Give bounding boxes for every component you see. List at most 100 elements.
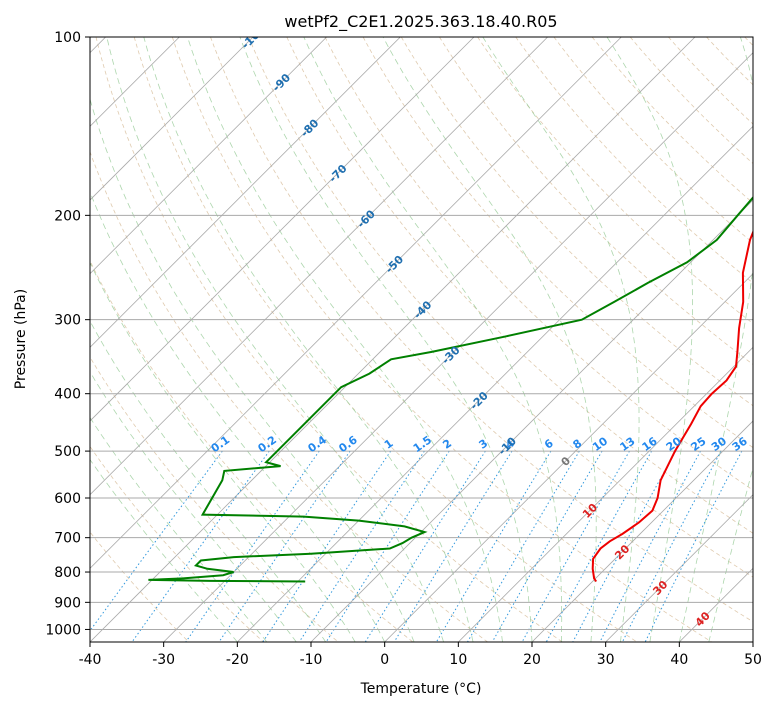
dry-adiabat	[324, 37, 753, 491]
moist-adiabat	[90, 320, 327, 642]
isotherm	[458, 346, 753, 642]
temperature-trace	[591, 229, 753, 583]
isotherm	[90, 37, 475, 422]
isotherm	[605, 494, 753, 642]
mixing-ratio-line	[599, 450, 701, 642]
moist-adiabat	[106, 37, 444, 642]
moist-adiabat	[187, 37, 503, 642]
y-tick-label: 300	[54, 313, 81, 329]
isotherm	[752, 641, 753, 642]
mixing-ratio-line	[521, 450, 630, 642]
dry-adiabat	[133, 37, 638, 642]
isotherm-label: -70	[326, 162, 349, 185]
y-tick-label: 900	[54, 595, 81, 611]
dry-adiabat	[90, 259, 414, 642]
plot-lines	[90, 37, 753, 642]
x-tick-label: 10	[449, 652, 467, 668]
y-tick-label: 600	[54, 491, 81, 507]
isotherm	[90, 37, 254, 201]
isotherm	[90, 37, 327, 275]
x-tick-label: 20	[523, 652, 541, 668]
mixing-ratio-line	[545, 450, 653, 642]
dry-adiabat	[591, 37, 753, 204]
isotherm-label: 0	[559, 454, 574, 469]
moist-adiabat	[90, 416, 268, 642]
mixing-ratio-label: 0.4	[306, 433, 330, 455]
dry-adiabat	[553, 37, 753, 244]
mixing-ratio-line	[185, 450, 320, 642]
moist-adiabat	[708, 466, 753, 642]
moist-adiabat	[90, 261, 356, 642]
moist-adiabat	[90, 371, 297, 642]
dry-adiabat	[90, 531, 190, 642]
y-tick-label: 400	[54, 387, 81, 403]
dry-adiabat	[744, 37, 753, 47]
mixing-ratio-line	[572, 450, 677, 642]
isotherm-label: -10	[496, 434, 519, 457]
y-tick-label: 1000	[45, 622, 81, 638]
axis-ticks: -40 -30 -20 -10 0 10 20 30 40 5010020030040050060…	[45, 30, 762, 668]
isotherm-label: -50	[383, 253, 406, 276]
isotherm	[90, 37, 401, 348]
dry-adiabat	[171, 37, 712, 642]
dry-adiabat	[439, 37, 753, 365]
dry-adiabat	[286, 37, 753, 534]
dry-adiabat	[90, 356, 339, 642]
moist-adiabat	[143, 37, 474, 642]
dewpoint-trace	[148, 196, 753, 583]
moist-adiabat	[382, 37, 597, 642]
y-tick-label: 100	[54, 30, 81, 46]
moist-adiabat	[303, 37, 563, 642]
mixing-ratio-label: 0.6	[336, 433, 360, 455]
x-tick-label: 50	[744, 652, 762, 668]
mixing-ratio-line	[393, 450, 513, 642]
moist-adiabat	[90, 458, 238, 642]
isotherm-label: -40	[411, 298, 434, 321]
mixing-ratio-label: 0.1	[209, 433, 232, 455]
mixing-ratio-line	[262, 450, 392, 642]
x-tick-label: 40	[670, 652, 688, 668]
x-tick-label: 30	[597, 652, 615, 668]
dry-adiabat	[90, 445, 264, 642]
isotherm-label: 20	[612, 542, 632, 562]
isotherm-label: -60	[355, 207, 378, 230]
y-tick-label: 700	[54, 531, 81, 547]
mixing-ratio-line	[298, 450, 425, 642]
isotherm-label: -20	[468, 389, 491, 412]
moist-adiabat	[90, 190, 386, 642]
isotherm	[90, 37, 696, 642]
x-tick-label: -40	[79, 652, 102, 668]
moist-adiabat	[678, 37, 753, 642]
isotherm	[163, 52, 753, 642]
isotherm	[90, 37, 548, 496]
isotherm-label: 40	[693, 609, 713, 629]
mixing-ratio-label: 2	[440, 437, 454, 452]
dry-adiabat	[668, 37, 753, 125]
y-tick-label: 200	[54, 208, 81, 224]
x-tick-label: 0	[380, 652, 389, 668]
dry-adiabat	[90, 150, 488, 642]
x-tick-label: -30	[152, 652, 175, 668]
dry-adiabat	[477, 37, 753, 325]
y-tick-label: 500	[54, 444, 81, 460]
dry-adiabat	[706, 37, 753, 86]
x-axis-label: Temperature (°C)	[360, 681, 482, 697]
isotherm	[90, 37, 622, 569]
dry-adiabat	[95, 37, 563, 642]
mixing-ratio-label: 1.5	[411, 433, 434, 455]
mixing-ratio-line	[435, 450, 552, 642]
dry-adiabat	[400, 37, 753, 407]
mixing-ratio-line	[325, 450, 450, 642]
isotherm-label: -80	[298, 116, 321, 139]
isotherm	[310, 199, 753, 642]
mixing-ratio-line	[131, 450, 270, 642]
dry-adiabat	[248, 37, 753, 578]
isotherm-label: 30	[650, 578, 670, 598]
y-axis-label: Pressure (hPa)	[13, 289, 29, 389]
mixing-ratio-line	[491, 450, 603, 642]
x-tick-label: -20	[226, 652, 249, 668]
mixing-ratio-label: 6	[542, 437, 556, 452]
y-tick-label: 800	[54, 565, 81, 581]
